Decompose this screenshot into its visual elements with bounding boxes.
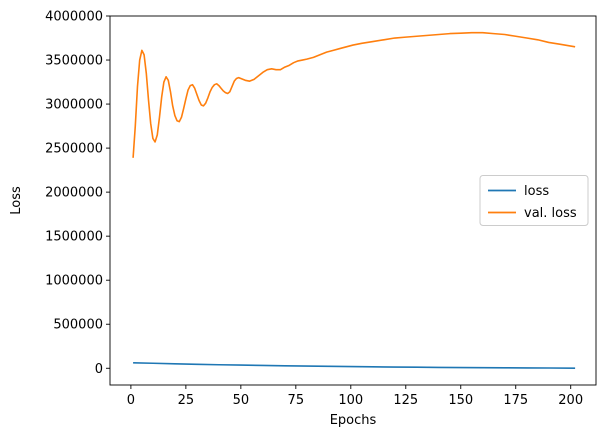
plot-area [109,15,597,386]
y-tick-label: 2000000 [45,186,103,201]
series-line-2 [132,31,576,158]
y-tick-label: 1000000 [45,274,103,289]
x-tick-label: 125 [393,393,418,408]
x-tick-label: 100 [338,393,363,408]
axes-frame [109,15,597,386]
x-tick-label: 50 [233,393,250,408]
series-line-1 [133,362,576,369]
x-tick-label: 75 [288,393,305,408]
y-tick-label: 3000000 [45,98,103,113]
x-tick-label: 0 [127,393,135,408]
y-axis-title: Loss [9,186,24,215]
legend-label-1: loss [524,184,549,199]
x-tick-label: 25 [178,393,195,408]
y-tick-label: 1500000 [45,230,103,245]
y-tick-label: 500000 [53,318,103,333]
x-tick-label: 175 [503,393,528,408]
y-tick-label: 3500000 [45,54,103,69]
x-tick-label: 150 [448,393,473,408]
y-tick-label: 0 [95,362,103,377]
x-axis: 0 25 50 75 100 125 150 175 200 [127,385,583,408]
legend: loss val. loss [479,175,589,226]
x-axis-title: Epochs [330,413,377,428]
y-axis: 0 500000 1000000 1500000 2000000 2500000 30000… [45,10,110,377]
y-tick-label: 2500000 [45,142,103,157]
legend-label-2: val. loss [524,206,577,221]
y-tick-label: 4000000 [45,10,103,25]
x-tick-label: 200 [558,393,583,408]
